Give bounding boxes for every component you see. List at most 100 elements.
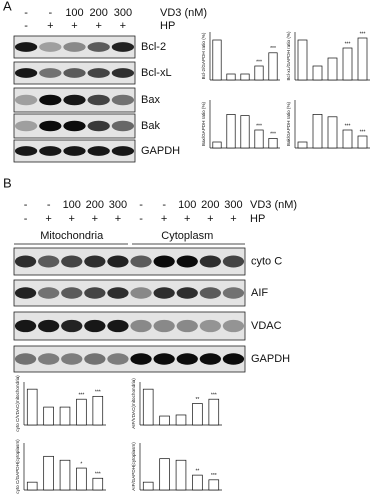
- band: [130, 255, 152, 268]
- band: [14, 319, 37, 333]
- blot-label: Bcl-xL: [141, 67, 172, 79]
- hp-status: +: [45, 213, 51, 225]
- band: [153, 287, 175, 299]
- band: [61, 287, 83, 299]
- significance: ***: [360, 129, 366, 135]
- vd3-dose: 100: [63, 199, 81, 211]
- band: [61, 255, 83, 268]
- significance: ***: [95, 390, 101, 396]
- bar: [92, 395, 104, 426]
- band: [199, 319, 221, 333]
- band: [111, 146, 135, 156]
- vd3-dose: 100: [178, 199, 196, 211]
- y-axis-label: AIF/VDAC(mitochondria): [131, 378, 136, 429]
- vd3-dose: 100: [65, 7, 83, 19]
- band: [107, 287, 129, 299]
- band: [111, 42, 135, 52]
- band: [14, 287, 37, 299]
- fraction-label: Cytoplasm: [161, 230, 213, 242]
- hp-status: +: [184, 213, 190, 225]
- bar: [208, 479, 220, 491]
- bar: [212, 39, 222, 81]
- bar: [76, 398, 87, 426]
- band: [39, 68, 62, 78]
- bar: [297, 39, 308, 81]
- vd3-dose: 200: [201, 199, 219, 211]
- band: [14, 42, 38, 52]
- y-axis-label: Bcl-xL/GAPDH ratio (%): [286, 31, 291, 80]
- bar: [92, 477, 104, 491]
- bar: [226, 73, 236, 81]
- band: [14, 255, 37, 268]
- bar: [327, 57, 338, 81]
- band: [176, 287, 198, 299]
- significance: ***: [78, 393, 84, 399]
- vd3-dose: -: [48, 7, 52, 19]
- band: [87, 68, 110, 78]
- bar: [312, 65, 323, 81]
- vd3-dose: 200: [90, 7, 108, 19]
- band: [38, 287, 60, 299]
- band: [107, 255, 129, 268]
- band: [84, 287, 106, 299]
- significance: ***: [256, 123, 262, 129]
- blot-label: Bcl-2: [141, 41, 166, 53]
- bar: [59, 459, 71, 491]
- bar: [43, 406, 54, 426]
- bar: [142, 388, 154, 426]
- bar: [254, 129, 264, 149]
- band: [153, 353, 175, 365]
- bar: [43, 455, 54, 491]
- band: [39, 94, 62, 106]
- band: [199, 287, 221, 299]
- band: [63, 146, 86, 156]
- hp-status: +: [47, 20, 53, 32]
- band: [63, 94, 86, 106]
- bar: [208, 398, 220, 426]
- hp-status: +: [69, 213, 75, 225]
- bar: [212, 141, 222, 149]
- vd3-dose: 300: [114, 7, 132, 19]
- band: [176, 255, 198, 268]
- band: [38, 353, 60, 365]
- band: [176, 319, 198, 333]
- band: [63, 42, 86, 52]
- blot: [13, 35, 136, 59]
- y-axis-label: Bcl-2/GAPDH ratio (%): [201, 32, 206, 79]
- y-axis-label: Bak/GAPDH ratio (%): [286, 101, 291, 146]
- band: [107, 353, 129, 365]
- band: [84, 319, 106, 333]
- significance: ***: [360, 31, 366, 37]
- band: [84, 353, 106, 365]
- hp-status: -: [24, 213, 28, 225]
- vd3-dose: -: [47, 199, 51, 211]
- bar: [268, 138, 278, 149]
- bar: [254, 65, 264, 81]
- band: [61, 319, 83, 333]
- band: [14, 353, 37, 365]
- bar: [240, 115, 250, 149]
- band: [130, 319, 152, 333]
- y-axis-label: Bax/GAPDH ratio (%): [201, 101, 206, 146]
- bar: [26, 481, 38, 491]
- band: [63, 68, 86, 78]
- bar: [342, 129, 353, 149]
- band: [84, 255, 106, 268]
- y-axis-label: cyto C/VDAC(mitochondria): [15, 375, 20, 432]
- vd3-dose: -: [24, 7, 28, 19]
- bar: [312, 114, 323, 149]
- panel-label: A: [3, 0, 12, 13]
- band: [222, 319, 245, 333]
- band: [87, 94, 110, 106]
- band: [38, 319, 60, 333]
- hp-status: -: [24, 20, 28, 32]
- blot-label: Bak: [141, 120, 160, 132]
- band: [222, 353, 245, 365]
- bar: [226, 114, 236, 149]
- band: [14, 68, 38, 78]
- hp-status: +: [71, 20, 77, 32]
- panel-label: B: [3, 175, 12, 190]
- significance: ***: [270, 132, 276, 138]
- vd3-dose: -: [139, 199, 143, 211]
